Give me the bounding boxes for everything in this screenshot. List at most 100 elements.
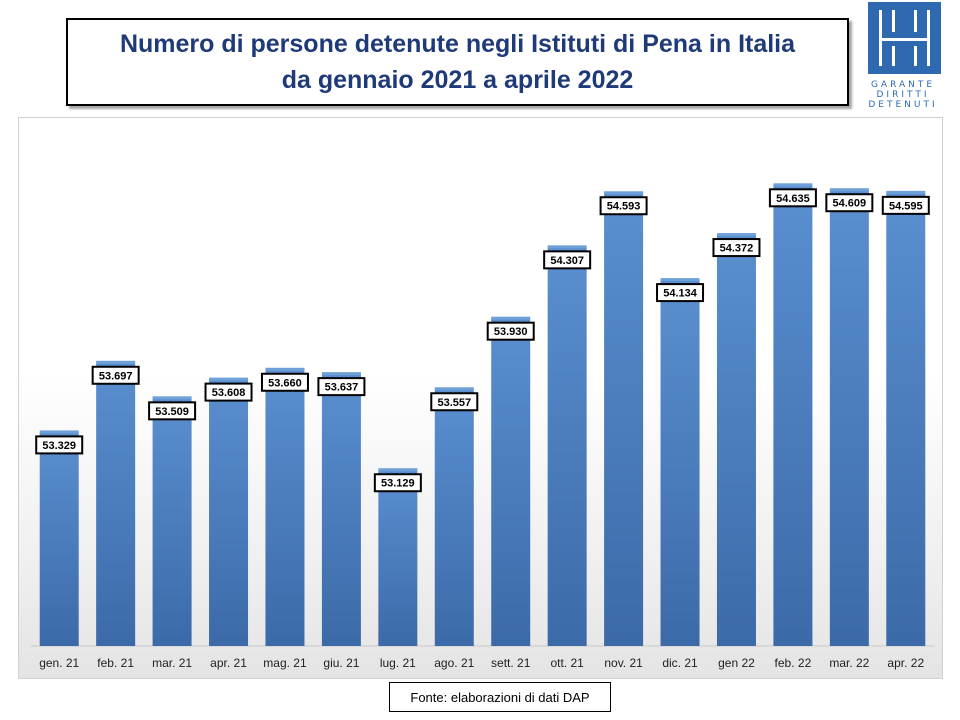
x-tick-label: feb. 22 xyxy=(775,656,812,670)
bar xyxy=(491,318,531,646)
bar xyxy=(265,369,305,646)
data-label-box xyxy=(825,193,874,213)
data-label: 53.509 xyxy=(155,406,189,418)
x-tick-label: apr. 21 xyxy=(210,656,247,670)
x-tick-label: apr. 22 xyxy=(887,656,924,670)
bar xyxy=(660,280,700,646)
data-label: 53.660 xyxy=(268,377,302,389)
bar-top xyxy=(209,377,249,381)
bar-top xyxy=(604,191,644,195)
data-label: 53.697 xyxy=(99,370,133,382)
data-label-box xyxy=(91,365,140,385)
bar-group: 54.609 mar. 22 xyxy=(825,188,874,670)
bar-group: 54.595 apr. 22 xyxy=(881,190,930,670)
data-label-box xyxy=(712,238,761,258)
logo-text-line-1: GARANTE xyxy=(870,80,936,90)
data-label-box xyxy=(430,392,479,412)
data-label: 54.635 xyxy=(776,193,810,205)
x-tick-label: mag. 21 xyxy=(263,656,307,670)
x-tick-label: sett. 21 xyxy=(491,656,531,670)
bar xyxy=(152,398,192,646)
bar xyxy=(434,389,474,646)
data-label-box xyxy=(656,283,705,303)
x-tick-label: nov. 21 xyxy=(604,656,643,670)
bar-top xyxy=(321,372,361,376)
data-label: 53.608 xyxy=(212,387,246,399)
data-label-box xyxy=(543,250,592,270)
bar-top xyxy=(716,233,756,237)
bar-top xyxy=(773,183,813,187)
bar-group: 53.509 mar. 21 xyxy=(148,396,197,670)
garante-logo-mark-icon xyxy=(868,2,941,74)
data-label-box xyxy=(317,377,366,397)
data-label-box xyxy=(599,196,648,216)
bar-top xyxy=(547,245,587,249)
data-label-box xyxy=(148,401,197,421)
x-tick-label: dic. 21 xyxy=(662,656,698,670)
bar-top xyxy=(39,430,79,434)
data-label: 53.329 xyxy=(42,440,76,452)
bar-group: 53.660 mag. 21 xyxy=(260,367,309,670)
bar xyxy=(773,185,813,646)
bar xyxy=(547,247,587,647)
chart-title-box: Numero di persone detenute negli Istitut… xyxy=(66,18,849,106)
bar-group: 53.129 lug. 21 xyxy=(373,468,422,670)
bar xyxy=(604,193,644,647)
data-label: 53.930 xyxy=(494,326,528,338)
data-label: 53.557 xyxy=(437,397,471,409)
chart-area: 53.329 gen. 21 53.697 feb. 21 53.509 mar. 21 5… xyxy=(18,117,943,679)
x-tick-label: lug. 21 xyxy=(380,656,416,670)
data-label: 54.609 xyxy=(833,198,867,210)
bar-top xyxy=(378,468,418,472)
bar xyxy=(321,374,361,646)
bar xyxy=(96,362,136,646)
data-label-box xyxy=(768,188,817,208)
x-tick-label: feb. 21 xyxy=(97,656,134,670)
logo-text-line-2: DIRITTI xyxy=(876,90,930,100)
source-note: Fonte: elaborazioni di dati DAP xyxy=(389,682,611,712)
data-label: 54.595 xyxy=(889,200,923,212)
bar-group: 53.637 giu. 21 xyxy=(317,372,366,670)
bar-top xyxy=(152,396,192,400)
x-tick-label: ott. 21 xyxy=(550,656,584,670)
data-label-box xyxy=(486,321,535,341)
bar-group: 53.930 sett. 21 xyxy=(486,316,535,670)
x-tick-label: giu. 21 xyxy=(323,656,359,670)
bar-top xyxy=(660,278,700,282)
x-tick-label: gen 22 xyxy=(718,656,755,670)
logo-text-line-3: DETENUTI xyxy=(868,100,938,110)
x-tick-label: gen. 21 xyxy=(39,656,79,670)
garante-logo: GARANTE DIRITTI DETENUTI xyxy=(862,2,944,110)
data-label-box xyxy=(35,435,84,455)
bar xyxy=(886,192,926,646)
data-label-box xyxy=(260,372,309,392)
bar xyxy=(209,379,249,646)
bar-group: 53.329 gen. 21 xyxy=(35,430,84,670)
bar xyxy=(829,190,869,646)
data-label: 53.637 xyxy=(325,382,359,394)
bar-group: 53.557 ago. 21 xyxy=(430,387,479,670)
bar xyxy=(716,235,756,646)
bar-top xyxy=(265,367,305,371)
bar-group: 54.593 nov. 21 xyxy=(599,191,648,670)
data-label-box xyxy=(881,195,930,215)
chart-title-line-1: Numero di persone detenute negli Istitut… xyxy=(119,30,796,58)
data-label: 54.593 xyxy=(607,201,641,213)
chart-title-line-2: da gennaio 2021 a aprile 2022 xyxy=(281,66,634,94)
bar xyxy=(39,432,79,646)
x-tick-label: mar. 21 xyxy=(152,656,192,670)
data-label: 54.307 xyxy=(550,255,584,267)
bar-group: 54.372 gen 22 xyxy=(712,233,761,670)
bar-group: 54.307 ott. 21 xyxy=(543,245,592,670)
bar-group: 53.697 feb. 21 xyxy=(91,360,140,670)
bar-top xyxy=(886,190,926,194)
x-tick-label: mar. 22 xyxy=(829,656,869,670)
bar-top xyxy=(491,316,531,320)
bar-group: 53.608 apr. 21 xyxy=(204,377,253,670)
bar-top xyxy=(829,188,869,192)
data-label-box xyxy=(204,382,253,402)
bar-group: 54.134 dic. 21 xyxy=(656,278,705,670)
data-label: 53.129 xyxy=(381,478,415,490)
bar-group: 54.635 feb. 22 xyxy=(768,183,817,670)
